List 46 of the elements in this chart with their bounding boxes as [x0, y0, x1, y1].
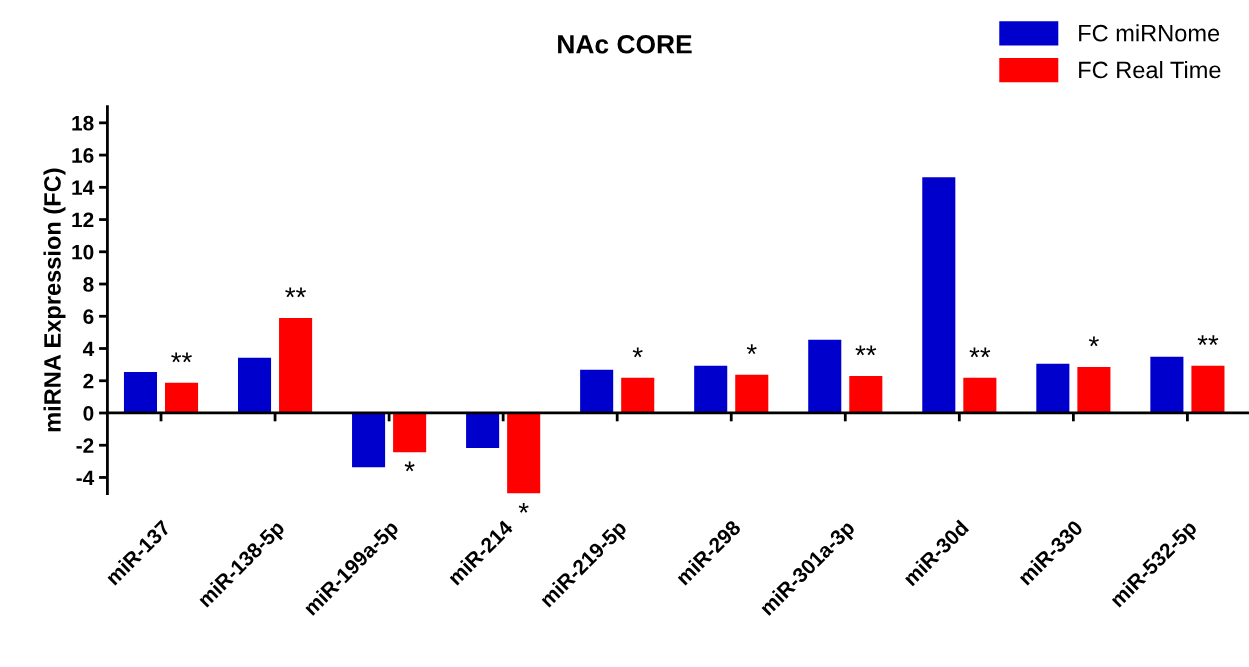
annotation: *: [632, 347, 643, 358]
bar: [735, 374, 769, 413]
y-tick-label: 0: [83, 405, 94, 421]
bar: [393, 412, 427, 453]
y-tick-label: 8: [83, 277, 94, 292]
y-tick-label: -4: [76, 470, 95, 486]
bar: [238, 357, 272, 413]
annotation: *: [746, 344, 757, 355]
annotation: **: [1197, 335, 1219, 346]
annotation: *: [404, 461, 415, 472]
bar: [1036, 363, 1070, 413]
y-tick-label: 16: [72, 148, 94, 163]
legend-label: FC miRNome: [1079, 24, 1220, 42]
annotation: *: [518, 502, 529, 513]
bar: [165, 382, 199, 413]
bar: [1191, 365, 1225, 413]
bar: [922, 177, 956, 413]
bar: [963, 377, 997, 413]
bar: [1150, 356, 1184, 413]
annotation: **: [171, 352, 192, 363]
bar: [849, 375, 883, 413]
bar: [621, 377, 655, 413]
y-axis-title: miRNA Expression (FC): [43, 168, 66, 432]
bar: [279, 317, 313, 413]
y-tick-label: -2: [76, 438, 94, 453]
annotation: **: [969, 347, 991, 358]
y-tick-label: 12: [72, 212, 94, 228]
bar: [352, 412, 386, 468]
bar: [694, 365, 728, 413]
bar: [123, 371, 158, 413]
bar: [466, 412, 500, 449]
chart-title: NAc CORE: [558, 34, 692, 54]
y-tick-label: 10: [72, 244, 94, 260]
annotation: **: [855, 345, 877, 356]
y-tick-label: 18: [72, 115, 94, 131]
bar: [808, 339, 842, 413]
bar: [507, 412, 541, 494]
annotation: *: [1088, 336, 1099, 347]
bar: [580, 369, 614, 413]
annotation: **: [285, 287, 306, 298]
legend-label: FC Real Time: [1079, 60, 1221, 79]
y-tick-label: 4: [82, 341, 95, 357]
y-tick-label: 2: [83, 373, 94, 389]
bar: [1077, 366, 1111, 413]
y-tick-label: 14: [72, 180, 95, 195]
y-tick-label: 6: [83, 309, 94, 325]
